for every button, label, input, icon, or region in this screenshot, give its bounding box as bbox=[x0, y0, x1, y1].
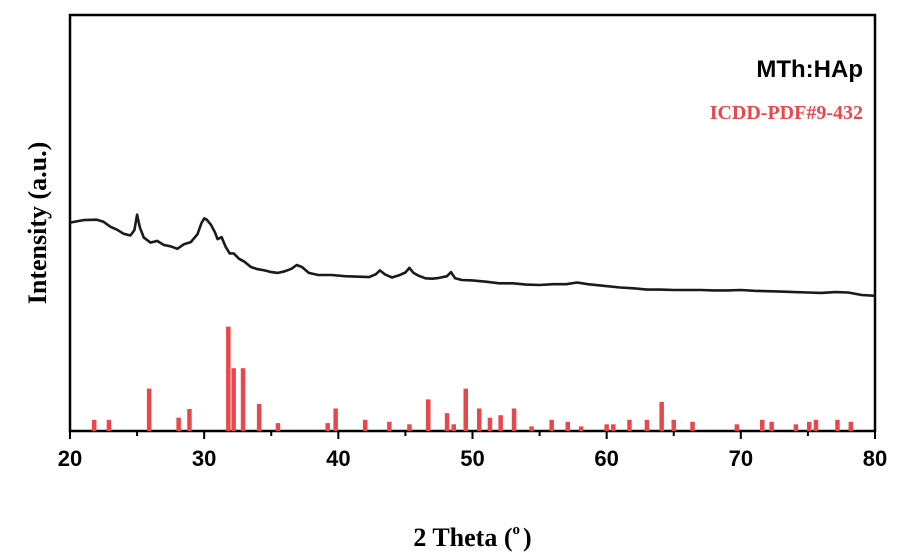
reference-stick bbox=[333, 408, 338, 431]
x-axis-title-close: ) bbox=[523, 523, 532, 552]
reference-stick bbox=[511, 408, 517, 431]
reference-stick bbox=[604, 424, 609, 431]
reference-stick bbox=[848, 421, 854, 431]
legend-sample-label: MTh:HAp bbox=[756, 56, 863, 83]
reference-stick bbox=[835, 419, 840, 431]
reference-pattern-sticks bbox=[91, 326, 854, 431]
x-tick-label: 60 bbox=[594, 446, 618, 471]
y-axis-title: Intensity (a.u.) bbox=[23, 142, 52, 305]
reference-stick bbox=[611, 424, 616, 431]
x-tick-label: 50 bbox=[460, 446, 484, 471]
x-axis-title-degree: o bbox=[513, 522, 521, 538]
reference-stick bbox=[146, 388, 152, 431]
reference-stick bbox=[226, 326, 231, 431]
plot-area-border bbox=[68, 13, 877, 433]
x-tick-label: 70 bbox=[729, 446, 753, 471]
reference-stick bbox=[477, 408, 482, 431]
x-axis-title-main: 2 Theta ( bbox=[413, 523, 512, 552]
reference-stick bbox=[671, 419, 676, 431]
reference-stick bbox=[807, 421, 812, 431]
reference-stick bbox=[690, 421, 695, 431]
x-axis-title: 2 Theta (o) bbox=[413, 522, 531, 552]
reference-stick bbox=[487, 417, 493, 431]
reference-stick bbox=[565, 421, 570, 431]
reference-stick bbox=[275, 423, 281, 431]
reference-stick bbox=[444, 413, 450, 431]
reference-stick bbox=[549, 419, 554, 431]
x-tick-label: 80 bbox=[863, 446, 887, 471]
sample-pattern-line bbox=[69, 213, 876, 298]
reference-stick bbox=[760, 419, 765, 431]
reference-stick bbox=[362, 419, 368, 431]
reference-stick bbox=[627, 419, 632, 431]
reference-stick bbox=[463, 388, 468, 431]
reference-stick bbox=[529, 426, 534, 431]
reference-stick bbox=[91, 419, 97, 431]
reference-stick bbox=[793, 424, 799, 431]
reference-stick bbox=[106, 419, 112, 431]
reference-stick bbox=[769, 421, 774, 431]
reference-stick bbox=[387, 421, 392, 431]
reference-stick bbox=[451, 424, 456, 431]
reference-stick bbox=[407, 424, 412, 431]
reference-stick bbox=[187, 409, 192, 431]
legend-reference-label: ICDD-PDF#9-432 bbox=[710, 102, 863, 124]
reference-stick bbox=[240, 368, 246, 431]
x-tick-label: 30 bbox=[192, 446, 216, 471]
reference-stick bbox=[231, 368, 236, 431]
reference-stick bbox=[256, 404, 262, 431]
reference-stick bbox=[813, 419, 819, 431]
x-tick-label: 40 bbox=[326, 446, 350, 471]
reference-stick bbox=[325, 423, 330, 431]
x-tick-label: 20 bbox=[58, 446, 82, 471]
reference-stick bbox=[426, 399, 431, 431]
reference-stick bbox=[644, 419, 650, 431]
reference-stick bbox=[176, 417, 181, 431]
plot-frame bbox=[68, 13, 877, 433]
reference-stick bbox=[734, 424, 740, 431]
x-axis-ticks: 20 30 40 50 60 70 80 bbox=[58, 431, 887, 471]
reference-stick bbox=[578, 426, 584, 431]
reference-stick bbox=[498, 415, 503, 431]
reference-stick bbox=[659, 401, 664, 431]
